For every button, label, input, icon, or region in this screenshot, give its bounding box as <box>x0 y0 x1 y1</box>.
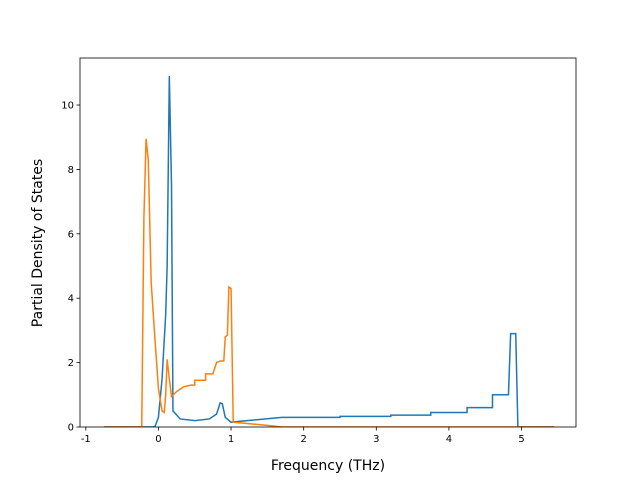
x-tick-label: 4 <box>446 434 452 445</box>
line-series <box>103 76 555 427</box>
plot-frame <box>79 57 577 428</box>
y-tick-label: 4 <box>68 294 74 305</box>
x-tick-label: 0 <box>155 434 161 445</box>
x-tick-label: 2 <box>300 434 306 445</box>
line-series <box>103 138 555 427</box>
y-tick-label: 2 <box>68 358 74 369</box>
y-axis-label: Partial Density of States <box>30 159 46 327</box>
y-tick-label: 10 <box>61 101 74 112</box>
x-axis-label: Frequency (THz) <box>271 458 385 474</box>
x-tick-label: 5 <box>518 434 524 445</box>
x-tick-label: 3 <box>373 434 379 445</box>
y-tick-label: 0 <box>68 423 74 434</box>
y-tick-label: 8 <box>68 165 74 176</box>
x-tick-label: -1 <box>81 434 91 445</box>
y-tick-label: 6 <box>68 229 74 240</box>
x-tick-label: 1 <box>228 434 234 445</box>
